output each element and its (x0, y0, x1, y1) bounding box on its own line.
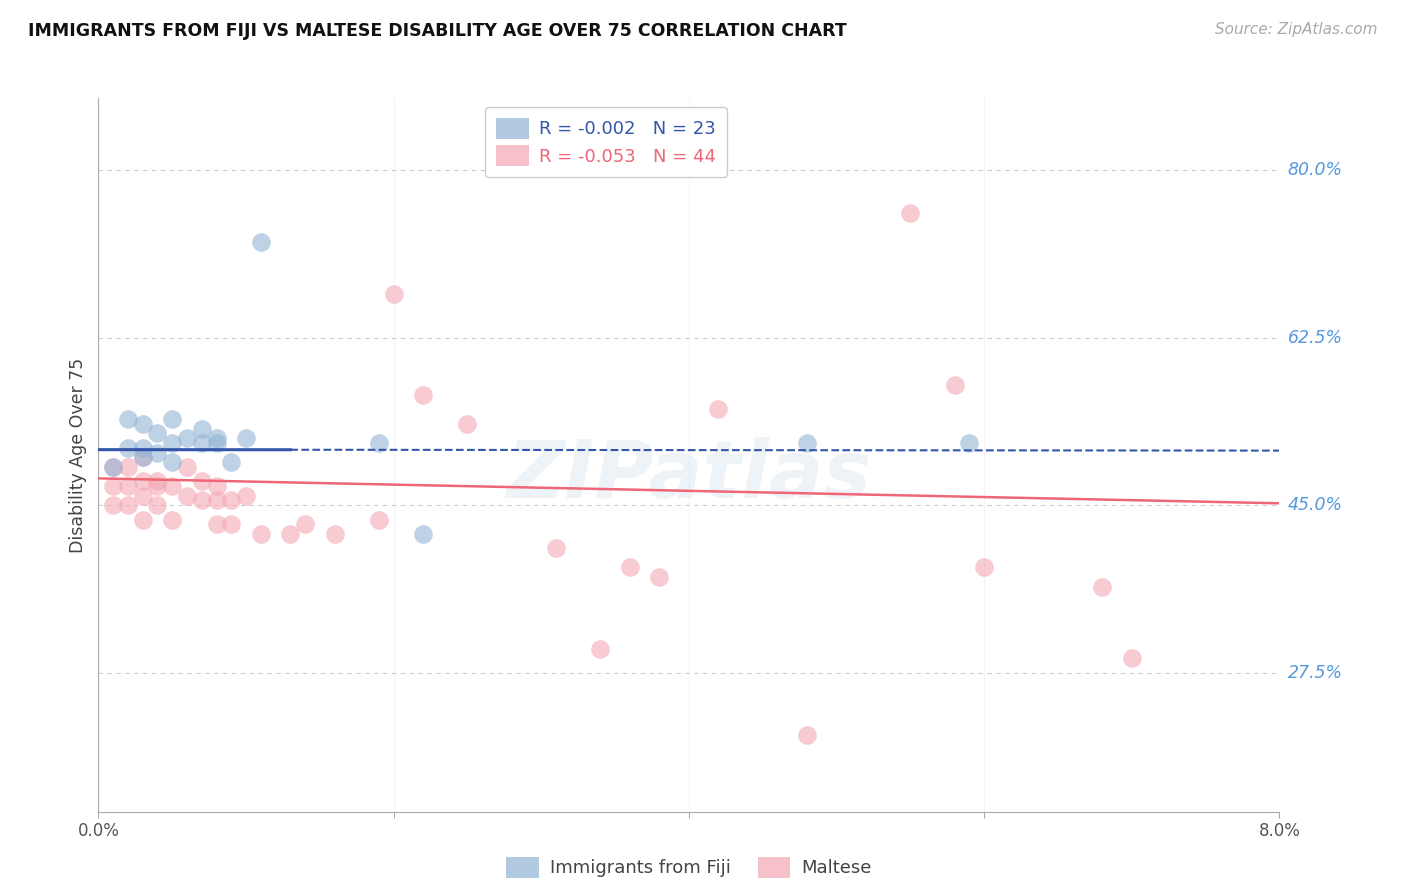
Immigrants from Fiji (103, 459, 124, 474)
Maltese (412, 388, 434, 402)
Maltese (544, 541, 567, 556)
Immigrants from Fiji (957, 436, 980, 450)
Immigrants from Fiji (219, 455, 242, 469)
Maltese (191, 493, 214, 508)
Immigrants from Fiji (162, 436, 183, 450)
Maltese (205, 493, 228, 508)
Maltese (1091, 580, 1114, 594)
Maltese (176, 459, 198, 474)
Text: 27.5%: 27.5% (1288, 664, 1343, 681)
Text: Source: ZipAtlas.com: Source: ZipAtlas.com (1215, 22, 1378, 37)
Maltese (103, 479, 124, 493)
Immigrants from Fiji (205, 431, 228, 445)
Maltese (103, 459, 124, 474)
Text: 80.0%: 80.0% (1288, 161, 1343, 179)
Maltese (898, 206, 921, 220)
Immigrants from Fiji (191, 436, 214, 450)
Immigrants from Fiji (117, 441, 139, 455)
Maltese (117, 498, 139, 512)
Maltese (191, 475, 214, 489)
Maltese (619, 560, 641, 574)
Maltese (162, 512, 183, 526)
Y-axis label: Disability Age Over 75: Disability Age Over 75 (69, 358, 87, 552)
Maltese (219, 517, 242, 532)
Maltese (132, 450, 155, 465)
Text: ZIPatlas: ZIPatlas (506, 437, 872, 516)
Immigrants from Fiji (132, 417, 155, 431)
Maltese (176, 489, 198, 503)
Immigrants from Fiji (235, 431, 257, 445)
Immigrants from Fiji (412, 527, 434, 541)
Maltese (294, 517, 316, 532)
Maltese (589, 641, 612, 656)
Maltese (382, 287, 405, 301)
Maltese (117, 479, 139, 493)
Immigrants from Fiji (117, 412, 139, 426)
Maltese (943, 378, 966, 392)
Maltese (648, 570, 671, 584)
Maltese (146, 475, 169, 489)
Maltese (796, 728, 818, 742)
Maltese (707, 402, 730, 417)
Maltese (146, 479, 169, 493)
Immigrants from Fiji (162, 412, 183, 426)
Maltese (1121, 651, 1143, 665)
Immigrants from Fiji (162, 455, 183, 469)
Maltese (132, 512, 155, 526)
Maltese (323, 527, 346, 541)
Immigrants from Fiji (205, 436, 228, 450)
Immigrants from Fiji (176, 431, 198, 445)
Immigrants from Fiji (796, 436, 818, 450)
Maltese (278, 527, 301, 541)
Maltese (132, 475, 155, 489)
Legend: Immigrants from Fiji, Maltese: Immigrants from Fiji, Maltese (499, 849, 879, 885)
Maltese (456, 417, 478, 431)
Text: IMMIGRANTS FROM FIJI VS MALTESE DISABILITY AGE OVER 75 CORRELATION CHART: IMMIGRANTS FROM FIJI VS MALTESE DISABILI… (28, 22, 846, 40)
Maltese (103, 498, 124, 512)
Text: 45.0%: 45.0% (1288, 496, 1343, 514)
Immigrants from Fiji (191, 421, 214, 435)
Maltese (235, 489, 257, 503)
Immigrants from Fiji (146, 426, 169, 441)
Maltese (250, 527, 273, 541)
Immigrants from Fiji (146, 445, 169, 459)
Text: 62.5%: 62.5% (1288, 328, 1343, 347)
Immigrants from Fiji (250, 235, 273, 249)
Immigrants from Fiji (132, 450, 155, 465)
Immigrants from Fiji (132, 441, 155, 455)
Maltese (117, 459, 139, 474)
Maltese (146, 498, 169, 512)
Maltese (367, 512, 389, 526)
Maltese (973, 560, 995, 574)
Maltese (205, 517, 228, 532)
Immigrants from Fiji (367, 436, 389, 450)
Maltese (205, 479, 228, 493)
Maltese (162, 479, 183, 493)
Maltese (132, 489, 155, 503)
Maltese (219, 493, 242, 508)
